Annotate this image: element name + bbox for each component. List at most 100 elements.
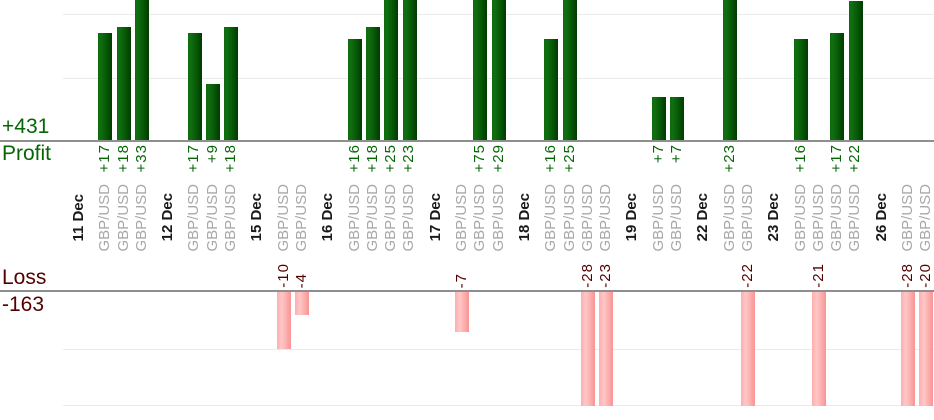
trade-slot: -10 [275, 252, 293, 288]
date-slot [159, 0, 177, 141]
date-group [240, 292, 311, 406]
profit-bar [135, 0, 150, 141]
date-slot [319, 252, 337, 288]
trade-slot [275, 0, 293, 141]
date-group [240, 144, 311, 183]
date-slot [159, 292, 177, 406]
date-slot [70, 292, 88, 406]
date-group: +17 +9 +18 [151, 144, 240, 183]
date-group [419, 0, 508, 141]
trade-slot [917, 292, 934, 406]
date-group [615, 0, 686, 141]
profit-value-label: +7 [649, 144, 667, 164]
trade-slot: +18 [222, 144, 240, 183]
date-group [62, 292, 151, 406]
trade-slot [721, 252, 739, 288]
trade-slot [597, 144, 615, 183]
trade-slot: +18 [115, 144, 133, 183]
loss-value-label: -20 [917, 263, 934, 288]
symbol-label: GBP/USD [96, 183, 114, 252]
date-group: 11 Dec GBP/USD GBP/USD GBP/USD [62, 183, 151, 252]
trade-slot [561, 0, 579, 141]
trade-slot [846, 292, 864, 406]
trade-slot: GBP/USD [453, 183, 471, 252]
date-label: 19 Dec [623, 193, 641, 242]
profit-value-label: +17 [185, 144, 203, 173]
date-slot [516, 0, 534, 141]
profit-value-label: +17 [828, 144, 846, 173]
profit-bar [187, 33, 202, 141]
date-slot [873, 144, 891, 183]
trade-slot [471, 0, 489, 141]
trade-slot: GBP/USD [185, 183, 203, 252]
date-group: 23 Dec GBP/USD GBP/USD GBP/USD GBP/USD [757, 183, 864, 252]
date-slot [623, 144, 641, 183]
date-slot [427, 292, 445, 406]
date-slot: 16 Dec [319, 183, 337, 252]
trade-slot: GBP/USD [293, 183, 311, 252]
trade-slot [810, 292, 828, 406]
date-group: +23 [686, 144, 757, 183]
symbol-label: GBP/USD [292, 183, 310, 252]
date-group: +17 +18 +33 [62, 144, 151, 183]
symbol-label: GBP/USD [668, 183, 686, 252]
profit-value-label: +18 [363, 144, 381, 173]
date-label: 11 Dec [70, 193, 87, 242]
trade-slot: +17 [828, 144, 846, 183]
date-group: 16 Dec GBP/USD GBP/USD GBP/USD GBP/USD [311, 183, 418, 252]
trade-slot [792, 252, 810, 288]
date-group [615, 252, 686, 288]
date-group [151, 0, 240, 141]
date-group: 19 Dec GBP/USD GBP/USD [615, 183, 686, 252]
loss-value-label: -10 [274, 263, 292, 288]
date-slot [427, 144, 445, 183]
trade-slot: GBP/USD [133, 183, 151, 252]
trade-slot [115, 252, 133, 288]
loss-axis-title: Loss [2, 266, 47, 289]
profit-bar [366, 26, 380, 141]
date-group: +75 +29 [419, 144, 508, 183]
trade-slot [846, 0, 864, 141]
profit-bar [384, 0, 399, 141]
profit-bar [98, 33, 113, 141]
loss-value-label: -22 [738, 263, 756, 288]
date-label: 17 Dec [426, 193, 444, 242]
trade-slot [453, 292, 471, 406]
date-slot [623, 0, 641, 141]
profit-bar [491, 0, 506, 141]
trade-slot [364, 292, 382, 406]
date-group: 15 Dec GBP/USD GBP/USD [240, 183, 311, 252]
profit-value-label: +23 [400, 144, 418, 173]
trade-slot [721, 292, 739, 406]
trade-slot: GBP/USD [810, 183, 828, 252]
date-slot [70, 144, 88, 183]
profit-value-label: +18 [222, 144, 240, 173]
symbol-label: GBP/USD [203, 183, 221, 252]
trade-slot [899, 292, 917, 406]
trade-slot [471, 252, 489, 288]
trade-slot [650, 252, 668, 288]
date-group [311, 0, 418, 141]
trade-slot [346, 252, 364, 288]
date-slot [873, 0, 891, 141]
trade-slot [453, 0, 471, 141]
date-group: 26 Dec GBP/USD GBP/USD [865, 183, 934, 252]
symbol-label: GBP/USD [898, 183, 916, 252]
date-slot [765, 0, 783, 141]
trade-slot [597, 292, 615, 406]
loss-bar [295, 292, 310, 315]
trade-slot [400, 292, 418, 406]
trade-slot [650, 292, 668, 406]
profit-bar [347, 39, 362, 141]
date-slot [516, 252, 534, 288]
date-slot [427, 0, 445, 141]
profit-value-label: +16 [542, 144, 560, 173]
trade-slot [293, 144, 311, 183]
profit-bar [544, 39, 559, 141]
date-group [865, 144, 934, 183]
date-slot [873, 292, 891, 406]
symbol-label: GBP/USD [578, 183, 596, 252]
date-group: -7 [419, 252, 508, 288]
trade-slot: +7 [668, 144, 686, 183]
trade-slot [899, 144, 917, 183]
